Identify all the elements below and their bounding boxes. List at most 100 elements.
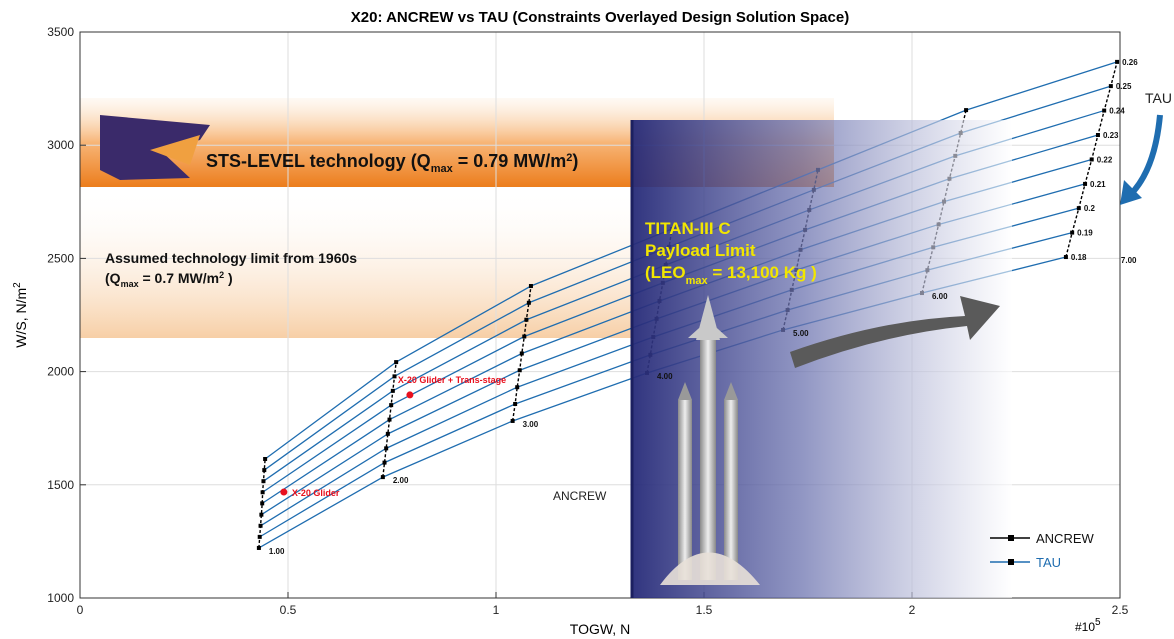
overlay-layer	[100, 114, 1163, 598]
tau-arrow-head	[1120, 180, 1142, 205]
carpet-point	[1115, 59, 1120, 64]
multiplier-exponent: 5	[1095, 617, 1101, 628]
y-tick-label: 3000	[47, 138, 74, 152]
rocket-illustration	[660, 295, 760, 585]
carpet-point	[513, 401, 518, 406]
ancrew-label: 5.00	[793, 329, 809, 338]
x-axis-label: TOGW, N	[570, 621, 630, 637]
carpet-point	[515, 385, 520, 390]
carpet-point	[1089, 157, 1094, 162]
y-tick-label: 2500	[47, 251, 74, 265]
legend-marker	[1008, 559, 1014, 565]
carpet-point	[259, 512, 264, 517]
carpet-point	[519, 351, 524, 356]
limit-b: = 0.7 MW/m	[139, 270, 220, 286]
carpet-point	[526, 300, 531, 305]
x-tick-label: 1	[493, 603, 500, 617]
ancrew-region-label: ANCREW	[553, 489, 607, 503]
ancrew-line	[511, 285, 532, 422]
ancrew-label: 7.00	[1121, 256, 1137, 265]
label-layer: X20: ANCREW vs TAU (Constraints Overlaye…	[12, 9, 1172, 637]
carpet-point	[390, 388, 395, 393]
tau-arrow-label: TAU	[1145, 90, 1172, 106]
tau-label: 0.25	[1116, 82, 1132, 91]
sts-sup: 2	[566, 152, 572, 164]
ancrew-label: 1.00	[269, 547, 285, 556]
carpet-point	[1063, 255, 1068, 260]
y-label-text: W/S, N/m	[13, 288, 29, 348]
titan-line3: (LEOmax = 13,100 Kg )	[645, 263, 817, 287]
x-tick-label: 0.5	[280, 603, 297, 617]
carpet-point	[260, 490, 265, 495]
legend-marker	[1008, 535, 1014, 541]
y-tick-label: 2000	[47, 365, 74, 379]
tau-label: 0.22	[1097, 155, 1113, 164]
y-axis-label: W/S, N/m2	[12, 282, 29, 348]
carpet-point	[256, 545, 261, 550]
carpet-point	[528, 284, 533, 289]
carpet-point	[1076, 206, 1081, 211]
y-tick-label: 1500	[47, 478, 74, 492]
carpet-point	[1108, 84, 1113, 89]
carpet-point	[389, 403, 394, 408]
design-point	[406, 391, 414, 399]
x-tick-label: 2.5	[1112, 603, 1129, 617]
limit-c: )	[224, 270, 233, 286]
carpet-point	[258, 523, 263, 528]
carpet-point	[1070, 230, 1075, 235]
trend-arrow	[790, 296, 1000, 368]
tau-label: 0.21	[1090, 180, 1106, 189]
tau-label: 0.24	[1109, 107, 1125, 116]
y-tick-label: 1000	[47, 591, 74, 605]
carpet-point	[263, 456, 268, 461]
y-tick-label: 3500	[47, 25, 74, 39]
plot-frame	[79, 31, 1121, 599]
sts-sub: max	[431, 163, 454, 175]
limit-label-line2: (Qmax = 0.7 MW/m2 )	[105, 270, 233, 289]
limit-sup: 2	[219, 270, 224, 280]
limit-sub: max	[121, 279, 139, 289]
titan-b: = 13,100 Kg )	[708, 263, 817, 282]
titan-sub: max	[686, 275, 709, 287]
y-label-sup: 2	[12, 282, 23, 288]
sts-b: = 0.79 MW/m	[453, 151, 567, 171]
limit-label-line1: Assumed technology limit from 1960s	[105, 250, 357, 266]
chart-title: X20: ANCREW vs TAU (Constraints Overlaye…	[351, 9, 849, 26]
carpet-point	[257, 534, 262, 539]
tau-label: 0.26	[1122, 58, 1138, 67]
tau-arrow	[1127, 114, 1163, 198]
carpet-point	[392, 374, 397, 379]
x-tick-label: 1.5	[696, 603, 713, 617]
legend-label: ANCREW	[1036, 531, 1095, 546]
ancrew-label: 2.00	[393, 476, 409, 485]
carpet-point	[1083, 181, 1088, 186]
sts-a: STS-LEVEL technology (Q	[206, 151, 431, 171]
titan-line1: TITAN-III C	[645, 219, 731, 238]
carpet-point	[260, 501, 265, 506]
carpet-point	[517, 368, 522, 373]
ancrew-label: 6.00	[932, 292, 948, 301]
carpet-point	[394, 360, 399, 365]
carpet-point	[1095, 133, 1100, 138]
x-tick-label: 0	[77, 603, 84, 617]
technology-limit-band	[80, 187, 632, 338]
carpet-point	[522, 334, 527, 339]
design-point-label: X-20 Glider + Trans-stage	[398, 375, 506, 385]
carpet-point	[964, 108, 969, 113]
design-point	[280, 488, 288, 496]
carpet-point	[1102, 108, 1107, 113]
tau-label: 0.18	[1071, 253, 1087, 262]
carpet-point	[384, 446, 389, 451]
x-multiplier: #105	[1075, 617, 1101, 634]
ancrew-label: 4.00	[657, 372, 673, 381]
carpet-point	[385, 431, 390, 436]
carpet-point	[380, 475, 385, 480]
carpet-point	[382, 460, 387, 465]
carpet-point	[262, 468, 267, 473]
shuttle-illustration	[100, 115, 210, 180]
carpet-point	[387, 417, 392, 422]
sts-c: )	[572, 151, 578, 171]
titan-a: (LEO	[645, 263, 686, 282]
ancrew-label: 3.00	[523, 420, 539, 429]
